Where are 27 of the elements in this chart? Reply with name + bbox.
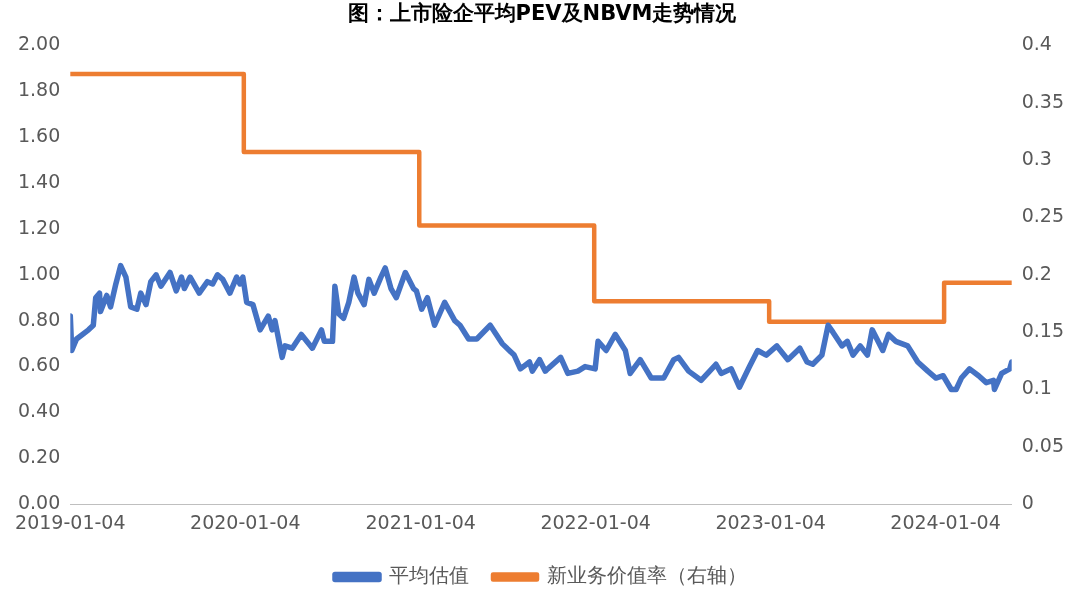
y2-tick-label: 0.2 <box>1021 261 1052 284</box>
x-tick-label: 2023-01-04 <box>715 510 826 533</box>
y2-tick-label: 0.1 <box>1021 376 1052 399</box>
y-tick-label: 2.00 <box>17 32 61 55</box>
legend-label: 新业务价值率（右轴） <box>547 563 747 588</box>
y-tick-label: 1.40 <box>17 169 61 192</box>
x-tick-label: 2022-01-04 <box>540 510 651 533</box>
y-tick-label: 0.40 <box>17 399 61 422</box>
y-tick-label: 1.60 <box>17 124 61 147</box>
y2-tick-label: 0.4 <box>1021 32 1052 55</box>
x-tick-label: 2020-01-04 <box>190 510 301 533</box>
x-tick-label: 2021-01-04 <box>365 510 476 533</box>
y-tick-label: 0.80 <box>17 307 61 330</box>
y2-tick-label: 0.05 <box>1021 433 1065 456</box>
chart-title: 图：上市险企平均PEV及NBVM走势情况 <box>346 0 738 26</box>
y2-tick-label: 0.15 <box>1021 319 1065 342</box>
legend-label: 平均估值 <box>389 563 469 588</box>
y2-tick-label: 0.3 <box>1021 147 1052 170</box>
y-tick-label: 1.20 <box>17 215 61 238</box>
y-tick-label: 1.00 <box>17 261 61 284</box>
x-tick-label: 2024-01-04 <box>890 510 1001 533</box>
y-tick-label: 0.60 <box>17 353 61 376</box>
y2-tick-label: 0 <box>1021 491 1034 514</box>
y-tick-label: 0.20 <box>17 445 61 468</box>
y2-tick-label: 0.35 <box>1021 89 1065 112</box>
y-tick-label: 1.80 <box>17 78 61 101</box>
y2-tick-label: 0.25 <box>1021 204 1065 227</box>
